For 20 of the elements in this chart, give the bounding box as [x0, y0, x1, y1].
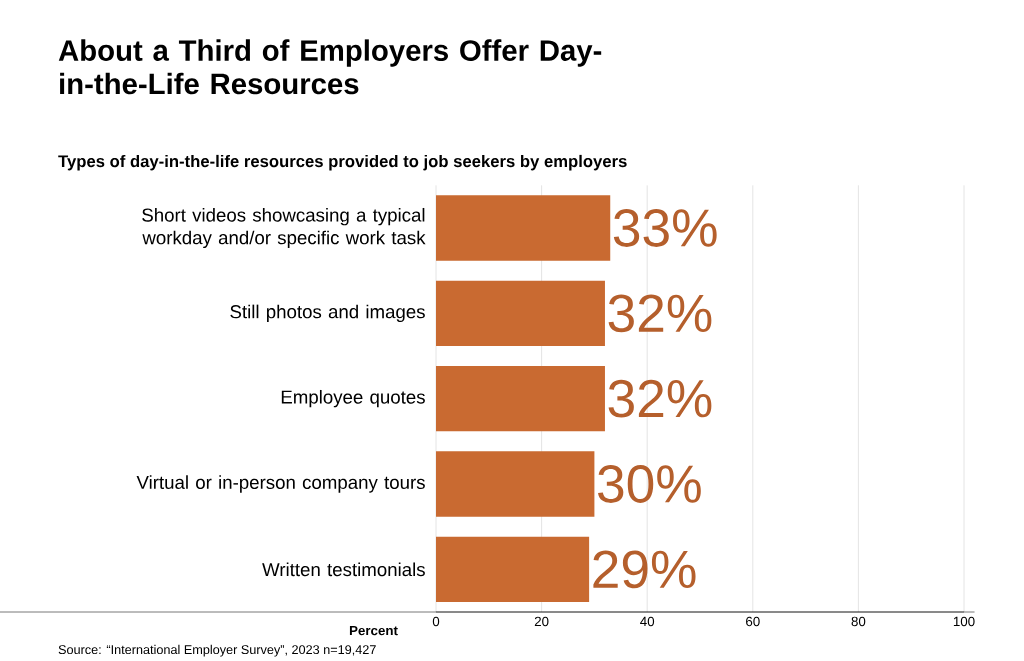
x-tick-label: 60: [746, 616, 760, 626]
y-tick-label: Virtual or in-person company tours: [136, 475, 425, 493]
x-axis-title: Percent: [349, 625, 398, 636]
x-tick-label: 20: [534, 616, 549, 626]
data-label: 32%: [608, 294, 712, 333]
chart-title: About a Third of Employers Offer Day-in-the-Life Resources: [58, 39, 602, 95]
x-tick-label: 0: [432, 616, 440, 626]
y-tick-label: Still photos and images: [230, 304, 425, 322]
y-tick-label: Written testimonials: [262, 562, 425, 577]
y-tick-label: Short videos showcasing a typical workday and/or specific work task: [142, 207, 426, 248]
chart-subtitle: Types of day-in-the-life resources provided to job seekers by employers: [58, 154, 627, 171]
data-label: 32%: [608, 379, 712, 418]
x-tick-label: 40: [640, 616, 655, 626]
x-tick-label: 100: [953, 616, 975, 626]
y-tick-label: Employee quotes: [281, 389, 425, 408]
x-tick-label: 80: [851, 616, 866, 626]
data-label: 33%: [613, 208, 717, 247]
source-note: Source: “International Employer Survey”, 2023 n=19,427: [58, 644, 376, 657]
data-label: 30%: [598, 464, 701, 503]
data-label: 29%: [593, 550, 696, 589]
